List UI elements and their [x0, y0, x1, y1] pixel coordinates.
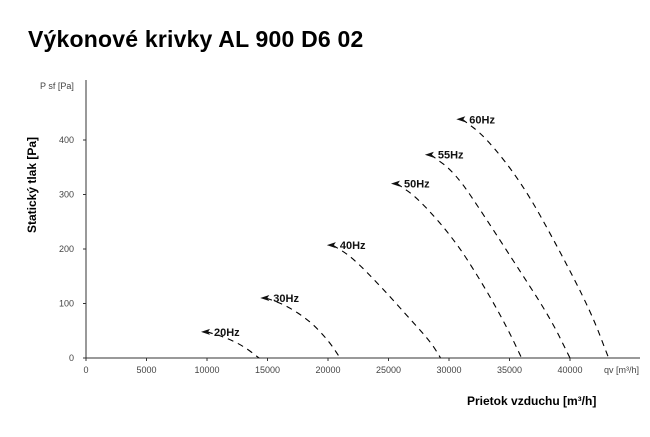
y-tick-label: 0 — [69, 353, 74, 363]
series-label-55hz: 55Hz — [438, 150, 464, 162]
series-label-30hz: 30Hz — [273, 293, 299, 305]
y-unit-label: P sf [Pa] — [40, 81, 74, 91]
series-arrow-icon — [390, 180, 400, 187]
x-tick-label: 0 — [83, 365, 88, 375]
curve-55hz — [430, 154, 571, 359]
x-tick-label: 20000 — [315, 365, 340, 375]
x-axis-title: Prietok vzduchu [m³/h] — [467, 394, 597, 408]
curve-20hz — [206, 331, 260, 359]
series-label-60hz: 60Hz — [469, 114, 495, 126]
series-arrow-icon — [201, 328, 210, 335]
x-tick-label: 35000 — [497, 365, 522, 375]
series-label-20hz: 20Hz — [214, 327, 240, 339]
y-tick-label: 300 — [59, 190, 74, 200]
x-tick-label: 40000 — [557, 365, 582, 375]
series-arrow-icon — [456, 116, 466, 123]
x-tick-label: 30000 — [436, 365, 461, 375]
y-tick-label: 100 — [59, 299, 74, 309]
x-tick-label: 5000 — [136, 365, 156, 375]
x-unit-label: qv [m³/h] — [604, 365, 639, 375]
y-tick-label: 400 — [59, 135, 74, 145]
x-tick-label: 10000 — [194, 365, 219, 375]
x-tick-label: 25000 — [376, 365, 401, 375]
series-arrow-icon — [326, 242, 336, 249]
series-arrow-icon — [424, 151, 434, 158]
chart-title: Výkonové krivky AL 900 D6 02 — [28, 26, 364, 52]
curve-50hz — [396, 183, 523, 359]
y-tick-label: 200 — [59, 244, 74, 254]
curve-30hz — [266, 297, 341, 359]
curve-60hz — [461, 118, 610, 359]
series-arrow-icon — [260, 295, 270, 302]
curve-40hz — [332, 244, 442, 359]
series-label-40hz: 40Hz — [340, 240, 366, 252]
x-tick-label: 15000 — [255, 365, 280, 375]
series-label-50hz: 50Hz — [404, 179, 430, 191]
